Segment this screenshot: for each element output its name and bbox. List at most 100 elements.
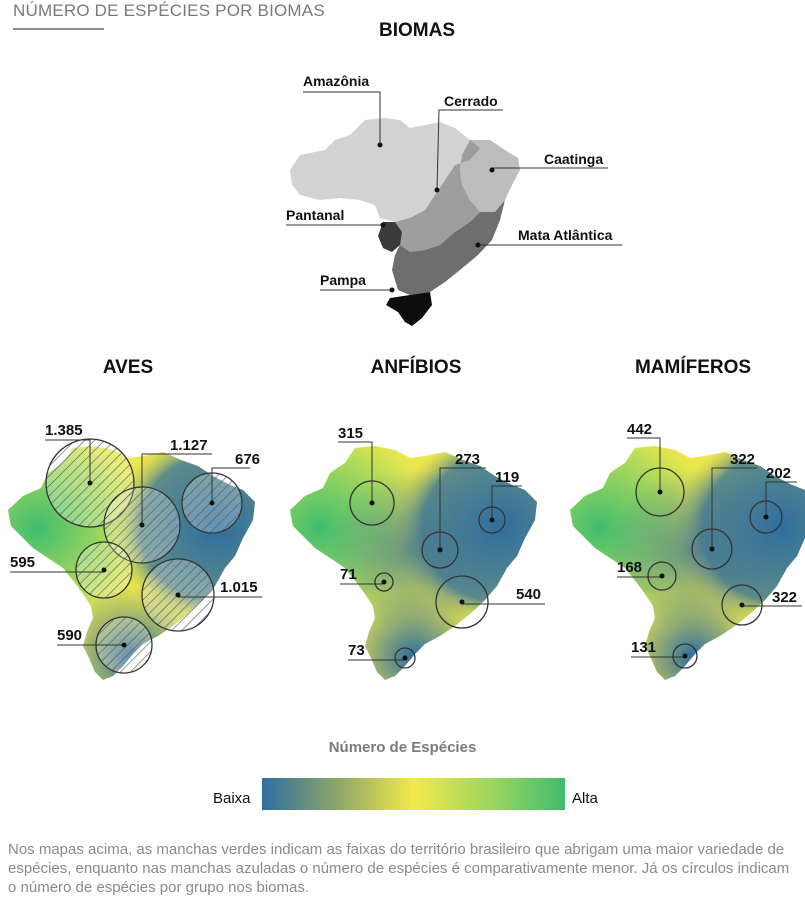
label-cerrado: Cerrado: [444, 93, 498, 109]
leader-line: [338, 441, 373, 503]
center-dot: [437, 547, 443, 553]
biome-amazonia: [290, 118, 480, 222]
species-panels: AVES 1.385 1.127 676 595 1.015 590 ANFÍBIOS 315 2…: [8, 356, 805, 680]
biome-marker-amazonia: 315: [338, 425, 395, 526]
center-dot: [139, 522, 145, 528]
label-mata-atlantica: Mata Atlântica: [518, 227, 613, 243]
species-count-label: 1.015: [220, 579, 258, 596]
center-dot: [381, 579, 387, 585]
panel-title: ANFÍBIOS: [371, 356, 462, 378]
label-pampa: Pampa: [320, 272, 366, 288]
leader-line: [711, 467, 757, 549]
title-underline: [13, 28, 104, 30]
panel-mamiferos: MAMÍFEROS 442 322 202 168 322 131: [570, 356, 805, 680]
biome-marker-caatinga: 202: [749, 465, 797, 534]
biome-marker-mata-atlantica: 540: [435, 575, 545, 629]
biome-marker-pantanal: 71: [340, 566, 394, 592]
species-count-label: 71: [340, 566, 357, 583]
species-count-label: 315: [338, 425, 363, 442]
biome-marker-cerrado: 273: [421, 451, 486, 569]
legend-high-label: Alta: [572, 790, 598, 807]
biome-marker-caatinga: 676: [181, 451, 260, 534]
label-amazonia: Amazônia: [303, 73, 369, 89]
legend-gradient-bar: [262, 778, 565, 810]
page-title: NÚMERO DE ESPÉCIES POR BIOMAS: [13, 1, 325, 20]
center-dot: [763, 514, 769, 520]
center-dot: [739, 602, 745, 608]
footnote: Nos mapas acima, as manchas verdes indic…: [8, 841, 790, 896]
center-dot: [659, 573, 665, 579]
center-dot: [657, 489, 663, 495]
leader-line: [141, 453, 212, 525]
species-count-label: 676: [235, 451, 260, 468]
species-count-label: 322: [772, 589, 797, 606]
panel-aves: AVES 1.385 1.127 676 595 1.015 590: [8, 357, 262, 680]
species-count-label: 1.127: [170, 437, 208, 454]
biome-pantanal: [378, 222, 402, 252]
header: NÚMERO DE ESPÉCIES POR BIOMAS: [13, 0, 325, 30]
species-count-label: 131: [631, 639, 656, 656]
richness-center-area: [290, 446, 537, 680]
biome-marker-amazonia: 442: [627, 421, 685, 517]
species-count-label: 119: [495, 469, 519, 486]
center-dot: [87, 480, 93, 486]
center-dot: [121, 642, 127, 648]
species-count-label: 590: [57, 627, 82, 644]
panel-anfibios: ANFÍBIOS 315 273 119 71 540 73: [290, 356, 545, 680]
species-count-label: 168: [617, 559, 642, 576]
biomes-title: BIOMAS: [379, 20, 455, 41]
leader-line: [45, 439, 91, 483]
center-dot: [459, 599, 465, 605]
biome-marker-pampa: 73: [348, 642, 416, 669]
legend-low-label: Baixa: [213, 790, 251, 807]
leader-line: [211, 467, 250, 503]
species-circle: [394, 647, 416, 669]
species-circle: [672, 643, 698, 669]
biome-marker-pampa: 131: [631, 639, 698, 669]
species-circle: [721, 584, 763, 626]
species-circle: [374, 572, 394, 592]
biome-marker-cerrado: 322: [691, 451, 757, 570]
panel-title: MAMÍFEROS: [635, 356, 751, 378]
panel-title: AVES: [103, 357, 153, 378]
species-count-label: 322: [730, 451, 755, 468]
biome-marker-pantanal: 168: [617, 559, 677, 591]
species-count-label: 73: [348, 642, 365, 659]
leader-line: [765, 481, 797, 517]
richness-center-area: [570, 446, 805, 680]
center-dot: [369, 500, 375, 506]
center-dot: [175, 592, 181, 598]
center-dot: [709, 546, 715, 552]
biome-marker-pantanal: 595: [10, 541, 133, 599]
center-dot: [402, 655, 408, 661]
biome-marker-caatinga: 119: [478, 469, 522, 534]
species-count-label: 202: [766, 465, 791, 482]
label-caatinga: Caatinga: [544, 151, 603, 167]
center-dot: [682, 653, 688, 659]
center-dot: [101, 567, 107, 573]
biome-pampa: [386, 292, 432, 326]
biome-marker-pampa: 590: [57, 616, 153, 674]
biome-mata-atlantica: [392, 200, 505, 295]
biome-marker-cerrado: 1.127: [103, 437, 212, 564]
richness-map: [290, 446, 537, 680]
legend-title: Número de Espécies: [328, 739, 477, 756]
label-pantanal: Pantanal: [286, 207, 344, 223]
species-count-label: 1.385: [45, 422, 83, 439]
biomes-map: BIOMAS Amazônia Cerrado Caatinga: [286, 20, 622, 326]
biome-caatinga: [460, 140, 520, 212]
species-count-label: 595: [10, 554, 35, 571]
species-circle: [435, 575, 489, 629]
center-dot: [209, 500, 215, 506]
biome-marker-mata-atlantica: 1.015: [141, 558, 262, 632]
species-count-label: 442: [627, 421, 652, 438]
biome-marker-mata-atlantica: 322: [721, 584, 802, 626]
species-count-label: 273: [455, 451, 480, 468]
center-dot: [489, 517, 495, 523]
biome-cerrado: [395, 128, 480, 252]
species-circle: [647, 561, 677, 591]
leader-line: [491, 485, 522, 520]
leader-line: [439, 467, 486, 550]
species-count-label: 540: [516, 586, 541, 603]
